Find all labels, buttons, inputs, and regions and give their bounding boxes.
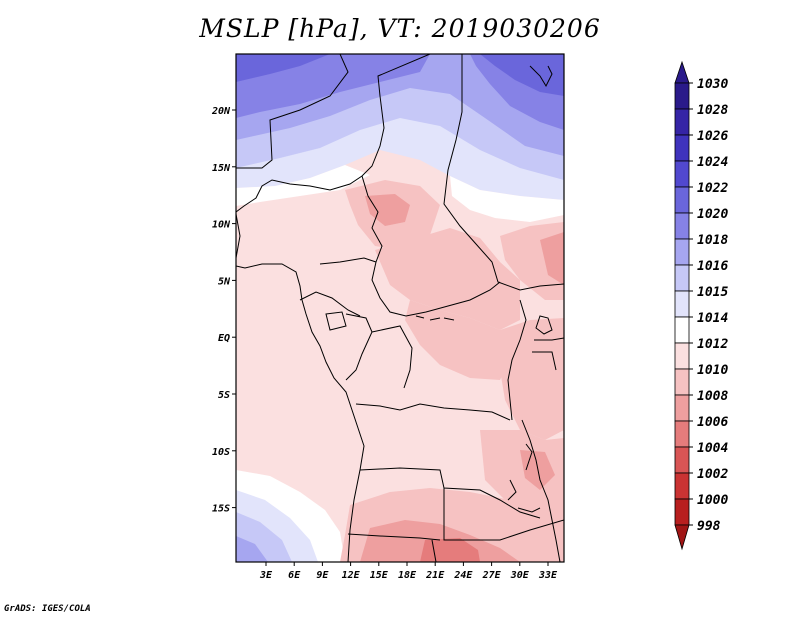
- colorbar-label: 1008: [697, 389, 728, 404]
- grads-credit: GrADS: IGES/COLA: [4, 604, 91, 614]
- longitude-axis: 3E 6E 9E 12E 15E 18E 21E 24E 27E 30E 33E: [259, 562, 558, 581]
- lon-tick-label: 30E: [510, 570, 530, 581]
- colorbar-label: 1014: [697, 311, 728, 326]
- map-frame: [235, 53, 565, 563]
- lat-tick-label: 10S: [212, 447, 230, 458]
- colorbar-label: 998: [697, 519, 721, 534]
- lat-tick-label: 15S: [212, 504, 230, 515]
- lon-tick-label: 9E: [316, 570, 329, 581]
- coastlines-and-borders: [236, 54, 564, 562]
- colorbar-label: 1030: [697, 77, 728, 92]
- lon-tick-label: 27E: [482, 570, 502, 581]
- colorbar-swatch: [674, 108, 690, 136]
- colorbar-label: 1010: [697, 363, 728, 378]
- lat-tick-label: 20N: [211, 106, 231, 117]
- colorbar-swatch: [674, 368, 690, 396]
- colorbar-swatch: [674, 472, 690, 500]
- colorbar-swatch: [674, 446, 690, 474]
- colorbar-label: 1022: [697, 181, 728, 196]
- colorbar-label: 1024: [697, 155, 728, 170]
- lon-tick-label: 33E: [538, 570, 558, 581]
- lon-tick-label: 6E: [288, 570, 301, 581]
- colorbar-swatch: [674, 134, 690, 162]
- lon-tick-label: 15E: [370, 570, 389, 581]
- lon-tick-label: 24E: [453, 570, 473, 581]
- colorbar-label: 1018: [697, 233, 728, 248]
- colorbar-swatch: [674, 498, 690, 526]
- colorbar-legend: 1030 1028 1026 1024 1022 1020 1018 1016 1015 1014…: [674, 60, 728, 551]
- colorbar-label: 1015: [697, 285, 728, 300]
- colorbar-label: 1006: [697, 415, 728, 430]
- lon-tick-label: 12E: [342, 570, 361, 581]
- lat-tick-label: 5N: [218, 276, 231, 287]
- colorbar-swatch: [674, 420, 690, 448]
- map-title: MSLP [hPa], VT: 2019030206: [199, 14, 601, 43]
- colorbar-bottom-arrow: [674, 524, 690, 551]
- colorbar-swatch: [674, 238, 690, 266]
- latitude-axis: 20N 15N 10N 5N EQ 5S 10S 15S: [211, 106, 236, 515]
- colorbar-swatch: [674, 82, 690, 110]
- colorbar-swatch: [674, 186, 690, 214]
- lat-tick-label: 5S: [218, 390, 230, 401]
- colorbar-label: 1012: [697, 337, 728, 352]
- colorbar-top-arrow: [674, 60, 690, 84]
- colorbar-label: 1020: [697, 207, 728, 222]
- lat-tick-label: EQ: [218, 333, 230, 344]
- lon-tick-label: 18E: [398, 570, 417, 581]
- colorbar-label: 1000: [697, 493, 728, 508]
- colorbar-label: 1002: [697, 467, 728, 482]
- colorbar-label: 1028: [697, 103, 728, 118]
- colorbar-swatch: [674, 316, 690, 344]
- colorbar-label: 1016: [697, 259, 728, 274]
- colorbar-swatch: [674, 212, 690, 240]
- colorbar-swatch: [674, 342, 690, 370]
- lon-tick-label: 21E: [425, 570, 445, 581]
- colorbar-swatch: [674, 394, 690, 422]
- lat-tick-label: 10N: [212, 220, 231, 231]
- colorbar-swatch: [674, 290, 690, 318]
- colorbar-swatch: [674, 264, 690, 292]
- pressure-field: [236, 54, 564, 562]
- lon-tick-label: 3E: [259, 570, 273, 581]
- colorbar-label: 1026: [697, 129, 728, 144]
- colorbar-swatch: [674, 160, 690, 188]
- colorbar-label: 1004: [697, 441, 728, 456]
- lat-tick-label: 15N: [212, 163, 231, 174]
